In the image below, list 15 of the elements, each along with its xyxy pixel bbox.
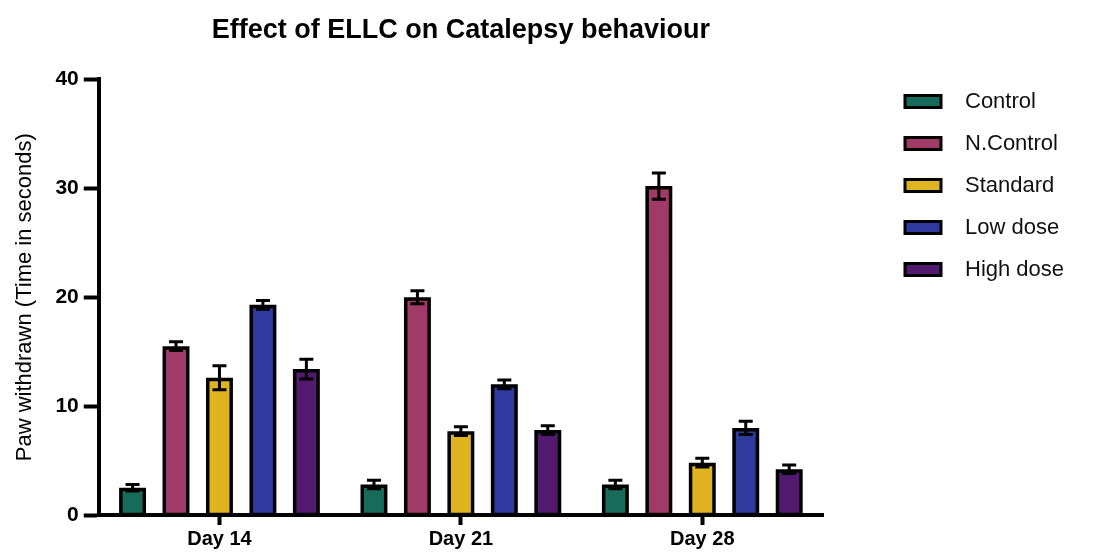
- x-tick-label: Day 14: [187, 526, 253, 549]
- x-tick-label: Day 21: [428, 526, 494, 549]
- y-axis-title: Paw withdrawn (Time in seconds): [11, 133, 37, 462]
- y-tick-label: 30: [55, 175, 79, 199]
- y-tick-label: 10: [55, 392, 79, 416]
- legend-label: Standard: [965, 172, 1055, 198]
- x-tick-label: Day 28: [670, 526, 735, 549]
- legend-label: N.Control: [965, 130, 1058, 156]
- legend-label: High dose: [965, 256, 1065, 282]
- y-tick-label: 40: [55, 66, 79, 90]
- y-tick-label: 20: [55, 284, 79, 307]
- legend-label: Low dose: [965, 214, 1060, 240]
- y-tick-label: 0: [67, 501, 79, 525]
- chart-title: Effect of ELLC on Catalepsy behaviour: [211, 13, 711, 44]
- legend-label: Control: [965, 88, 1036, 114]
